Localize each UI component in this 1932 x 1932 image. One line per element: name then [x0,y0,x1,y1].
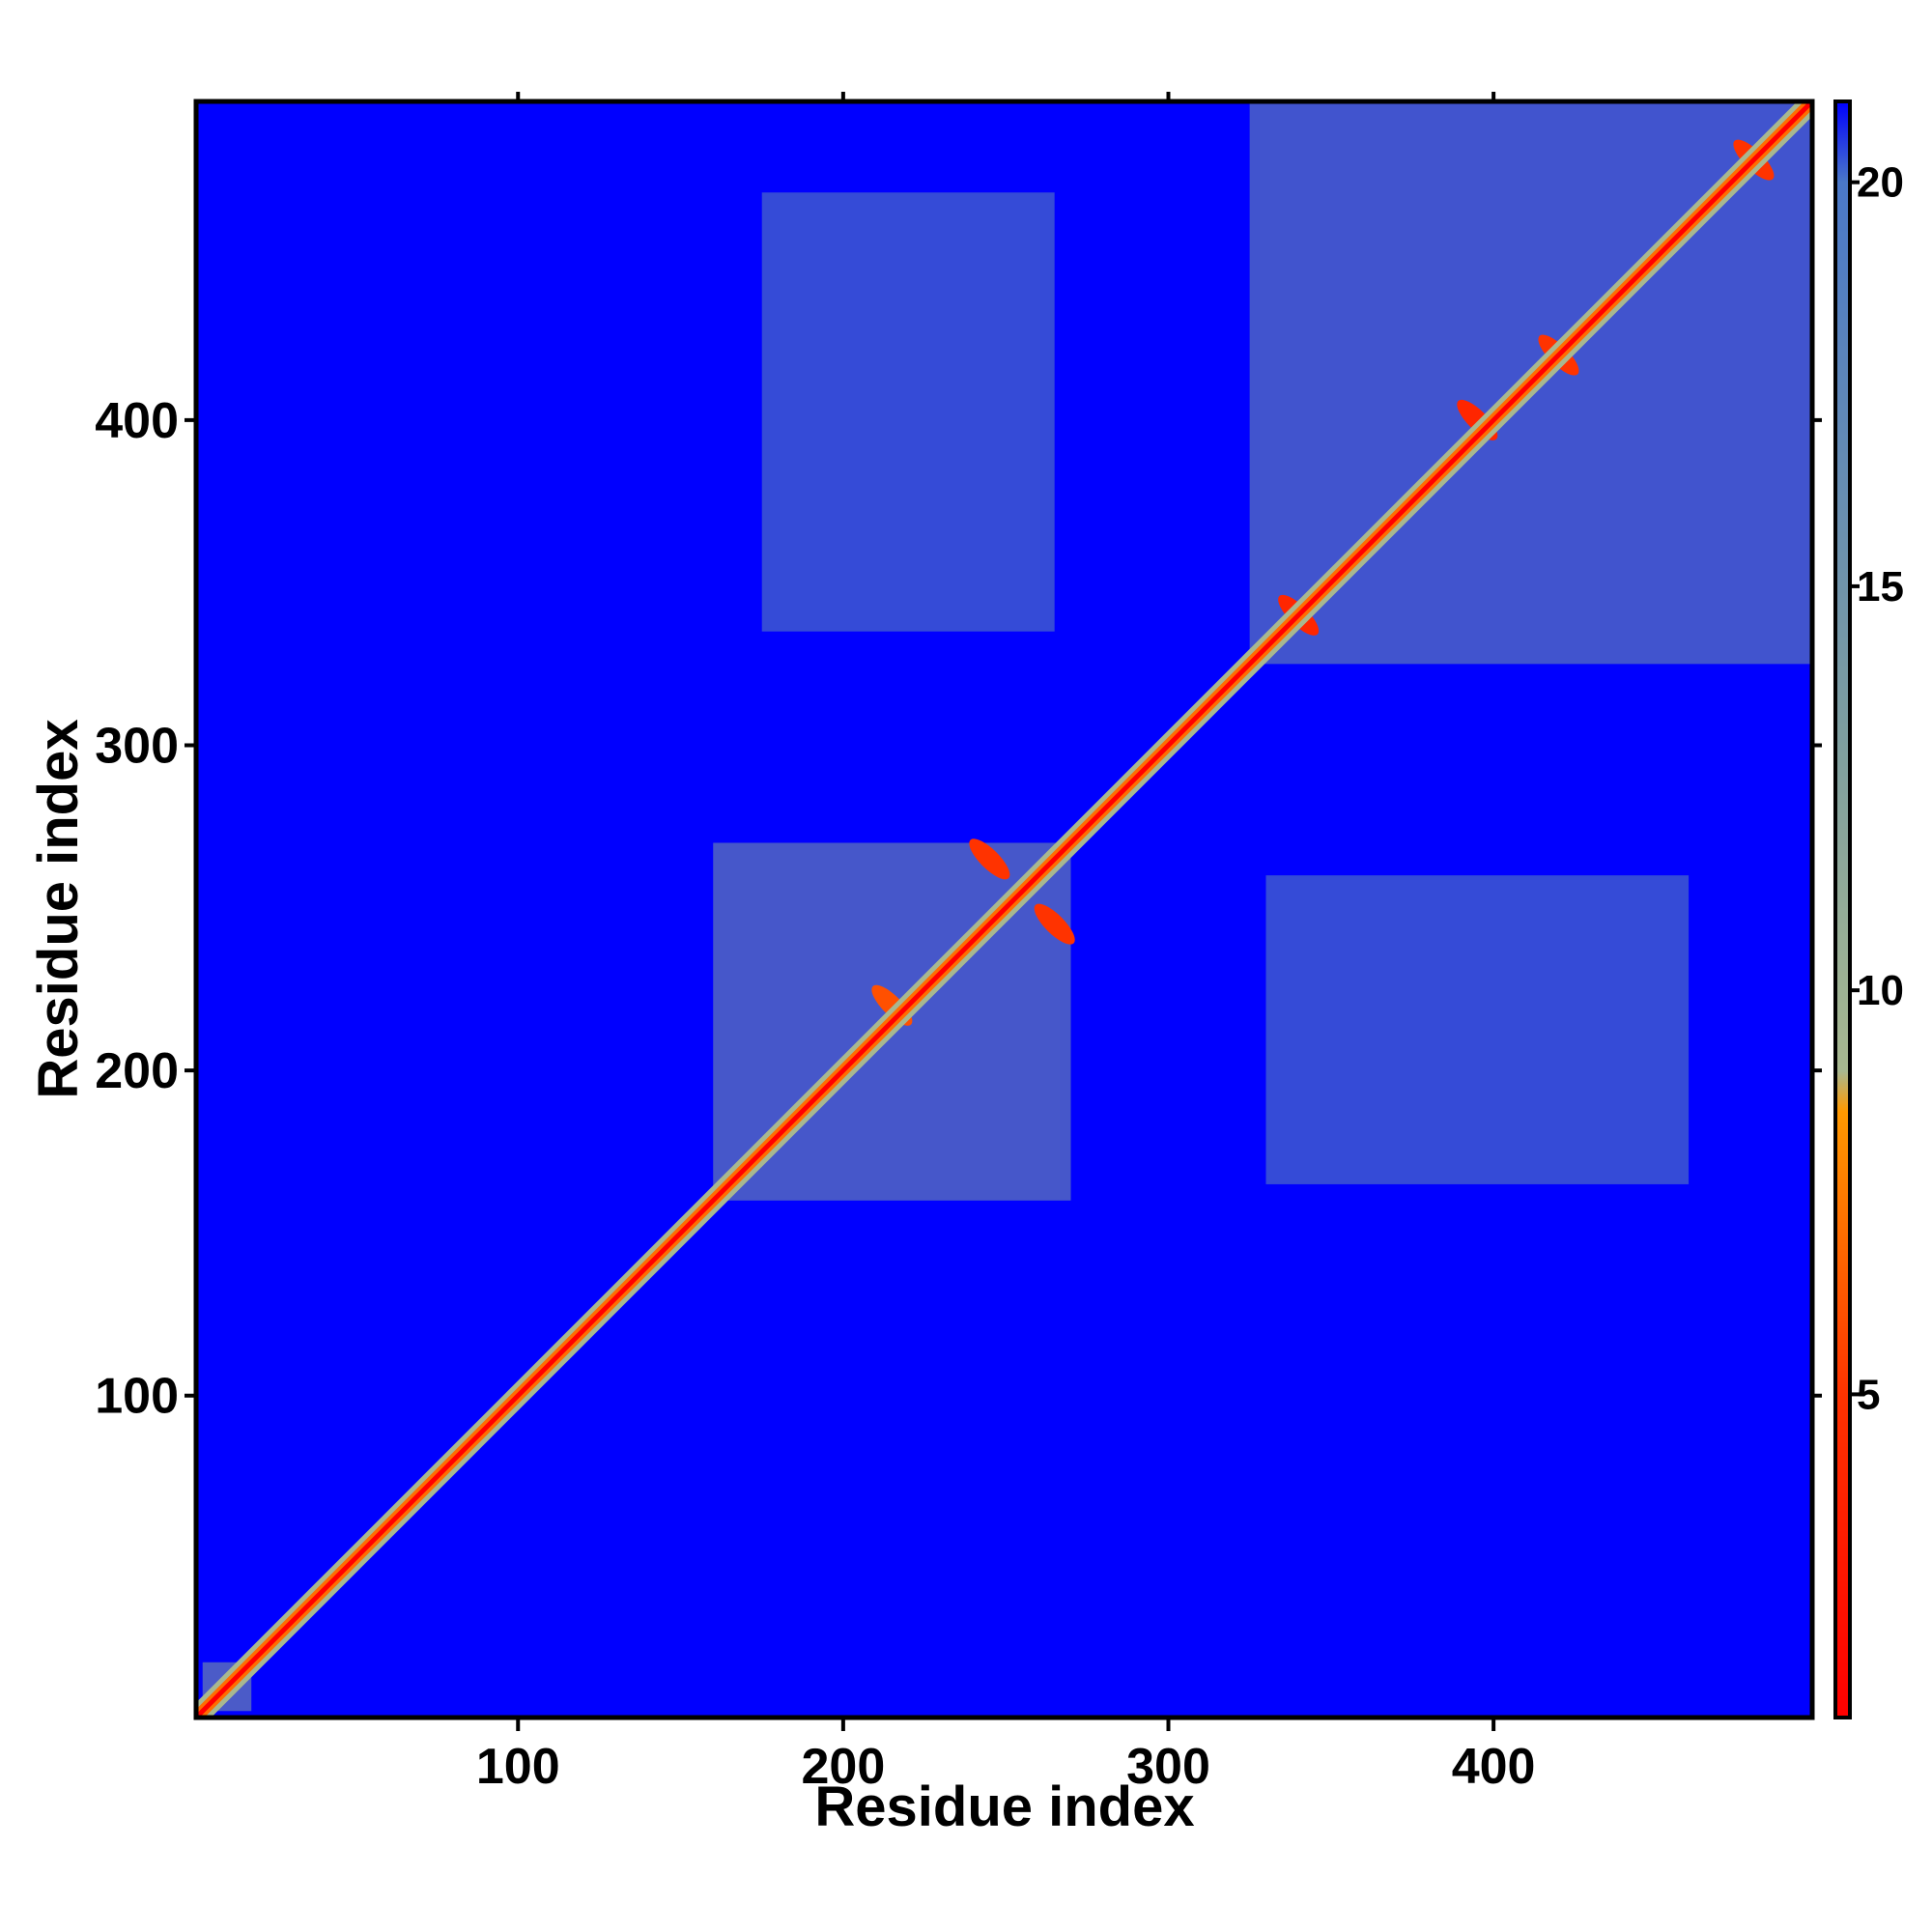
contact-block [1265,875,1690,1184]
contact-spot [969,838,1010,880]
colorbar-gradient [1833,99,1852,1719]
contact-spot [1034,903,1075,945]
colorbar-ticks: 5 10 15 20 [1850,159,1904,1418]
colorbar-tick-label: 5 [1857,1371,1880,1418]
x-tick-label: 400 [1452,1739,1536,1795]
y-tick-label: 200 [95,1043,179,1099]
x-tick-label: 200 [801,1739,885,1795]
y-axis-ticks: 100 200 300 400 [95,393,1822,1425]
diagonal-band [196,101,1812,1718]
colorbar-tick-label: 10 [1857,967,1904,1014]
colorbar: 5 10 15 20 [1833,99,1904,1719]
y-tick-label: 100 [95,1369,179,1425]
y-tick-label: 400 [95,393,179,449]
heatmap-plot-area [196,101,1812,1718]
colorbar-tick-label: 20 [1857,159,1904,207]
plot-frame [193,99,1815,1720]
x-tick-label: 100 [476,1739,560,1795]
y-tick-label: 300 [95,719,179,775]
colorbar-tick-label: 15 [1857,563,1904,611]
x-tick-label: 300 [1126,1739,1210,1795]
diagonal-core [196,101,1812,1718]
contact-block [761,192,1055,632]
x-axis-ticks: 100 200 300 400 [476,92,1536,1795]
y-axis-title: Residue index [27,719,90,1098]
x-axis-title: Residue index [814,1776,1194,1838]
